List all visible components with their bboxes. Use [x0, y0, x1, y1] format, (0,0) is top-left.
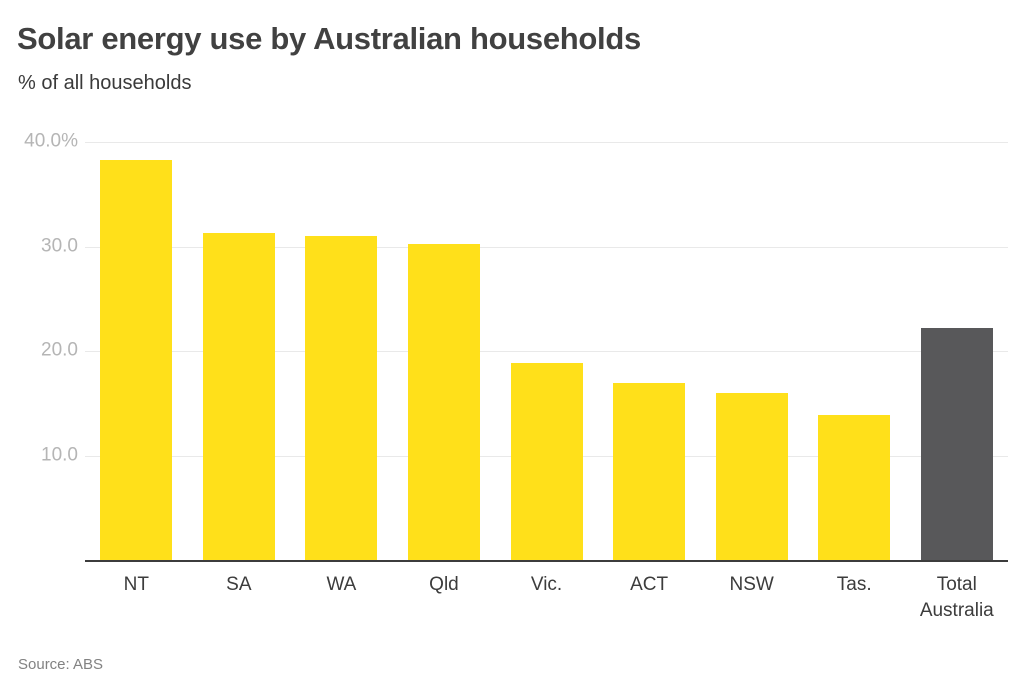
x-tick-label-text: ACT — [630, 574, 669, 595]
chart-subtitle: % of all households — [18, 72, 192, 94]
bar-series — [85, 142, 1008, 560]
gridline-20 — [85, 351, 1008, 352]
x-tick-label-text: SA — [226, 574, 252, 595]
x-tick-label-qld: Qld — [393, 572, 496, 623]
bar-slot-vic- — [495, 142, 598, 560]
x-tick-label-text: Tas. — [836, 574, 872, 595]
y-tick-label-20: 20.0 — [41, 339, 78, 361]
y-tick-label-10: 10.0 — [41, 444, 78, 466]
y-tick-label-40: 40.0% — [24, 130, 78, 152]
bar-slot-sa — [188, 142, 291, 560]
chart-title: Solar energy use by Australian household… — [17, 21, 641, 56]
bar-tas- — [818, 414, 891, 560]
bar-sa — [202, 232, 275, 560]
x-tick-label-text: Total Australia — [919, 574, 994, 621]
bar-nsw — [715, 392, 788, 560]
bar-slot-tas- — [803, 142, 906, 560]
x-tick-label-sa: SA — [188, 572, 291, 623]
y-axis: 40.0% 30.0 20.0 10.0 — [0, 131, 78, 560]
x-tick-label-act: ACT — [598, 572, 701, 623]
x-tick-label-text: NSW — [729, 574, 774, 595]
bar-act — [613, 383, 686, 560]
x-tick-label-vic-: Vic. — [495, 572, 598, 623]
x-tick-label-nsw: NSW — [700, 572, 803, 623]
bar-slot-qld — [393, 142, 496, 560]
x-tick-label-nt: NT — [85, 572, 188, 623]
gridline-40 — [85, 142, 1008, 143]
bar-nt — [100, 159, 173, 560]
x-tick-label-tas-: Tas. — [803, 572, 906, 623]
y-tick-label-30: 30.0 — [41, 235, 78, 257]
gridline-30 — [85, 246, 1008, 248]
plot-area — [85, 142, 1008, 562]
bar-slot-act — [598, 142, 701, 560]
x-tick-label-text: Qld — [429, 574, 459, 595]
x-tick-label-wa: WA — [290, 572, 393, 623]
bar-vic- — [510, 362, 583, 560]
bar-slot-nsw — [700, 142, 803, 560]
x-tick-label-text: Vic. — [530, 574, 563, 595]
bar-qld — [407, 244, 480, 560]
bar-slot-total-australia — [906, 142, 1009, 560]
x-tick-label-total-australia: Total Australia — [906, 572, 1009, 623]
bar-slot-wa — [290, 142, 393, 560]
x-tick-label-text: WA — [326, 574, 357, 595]
bar-total-australia — [920, 328, 993, 560]
bar-wa — [305, 236, 378, 560]
source-note: Source: ABS — [18, 656, 104, 673]
bar-slot-nt — [85, 142, 188, 560]
x-axis: NT SA WA Qld Vic. ACT NSW Tas. Total Australia — [85, 572, 1008, 623]
x-tick-label-text: NT — [123, 574, 149, 595]
